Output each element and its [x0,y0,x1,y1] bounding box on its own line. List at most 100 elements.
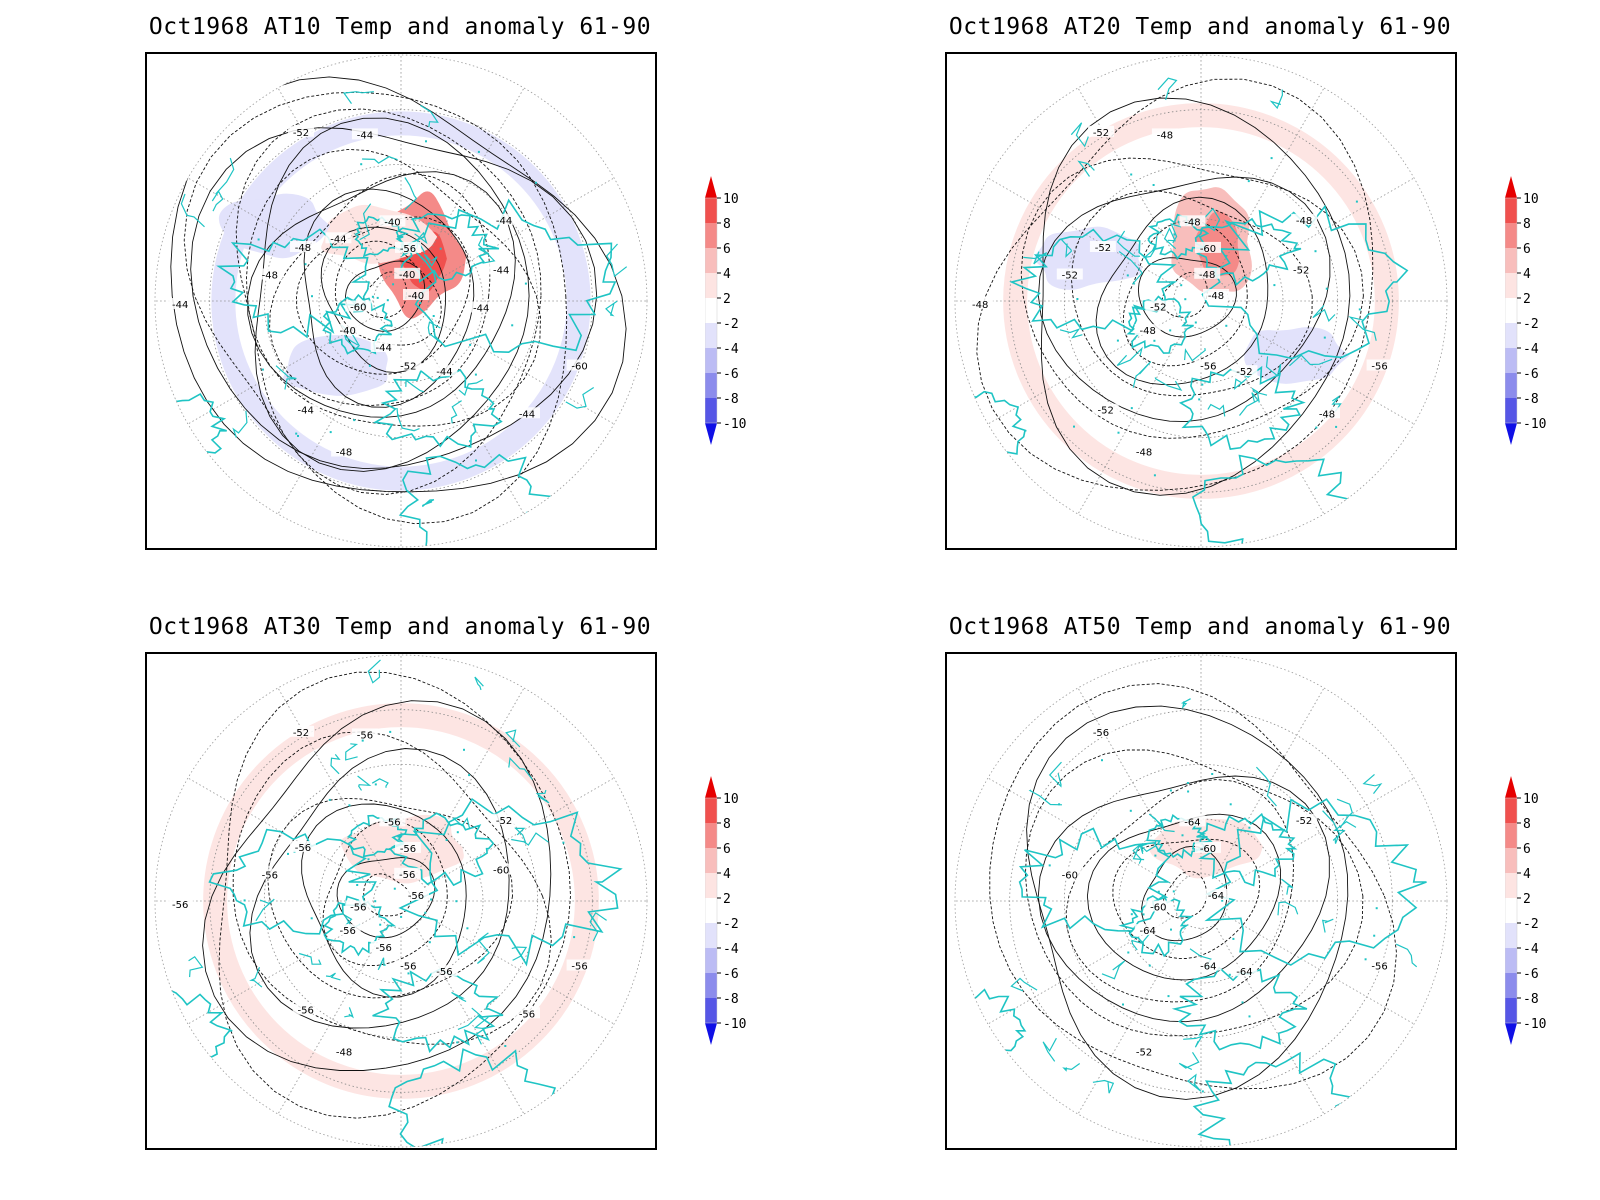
island [468,774,471,777]
border-line [1180,698,1191,710]
island [1154,854,1157,857]
island [562,841,565,844]
contour-label-bg [1231,965,1258,977]
border-line [1142,235,1158,259]
island [1180,284,1183,287]
island [1335,425,1338,428]
contour-label: -52 [1098,406,1114,417]
contour-label-bg [1195,241,1221,253]
colorbar-swatch [1505,873,1517,898]
border-line [1336,798,1353,829]
island [1186,782,1189,784]
colorbar-swatch [705,923,717,948]
contour-line [301,803,467,998]
polar-map: -40 -40 -40 -44 -48 -44 -48 -52 -60 -60 -56 -52 -48 -… [145,52,657,550]
border-line [1281,878,1294,895]
colorbar-label: 8 [1523,217,1531,232]
contour-label-bg [1195,959,1222,971]
contour-label-bg [488,863,515,875]
island [428,941,431,944]
temperature-contours [202,671,571,1119]
contour-label-bg [1089,241,1116,252]
border-line [1132,361,1152,388]
contour-label-bg [1203,889,1229,900]
border-line [359,203,372,241]
contour-label-bg [1088,125,1114,137]
border-line [1116,230,1141,257]
contour-label-bg [334,924,361,936]
contour-label: -56 [376,943,392,954]
contour-label-bg [514,1007,540,1019]
contour-label-bg [1231,365,1258,377]
border-line [1023,251,1048,265]
anomaly-band [203,703,599,1099]
contour-label: -52 [293,128,309,139]
meridian [1224,914,1415,1025]
colorbar-label: 10 [1523,192,1539,207]
island [407,972,410,975]
border-line [1148,813,1175,833]
border-line [457,1007,484,1030]
colorbar-label: -8 [723,392,739,407]
coastline [1191,454,1364,547]
anomaly-negative [1034,226,1142,290]
colorbar-swatch [705,248,717,273]
latitude-circle [318,818,484,984]
map-limb [954,54,1448,548]
contour-label-bg [1151,128,1178,140]
border-line [1395,943,1418,968]
contour-label-bg [345,300,372,312]
meridian [1077,324,1188,515]
border-line [1289,354,1333,367]
island [1153,474,1156,477]
contour-label: -60 [493,866,509,877]
island [257,238,260,241]
meridian [1077,87,1188,278]
border-line [1255,766,1277,807]
contour-label: -44 [436,367,452,378]
island [1130,913,1133,916]
contour-label: -56 [172,900,188,911]
contour-label: -52 [1062,271,1078,282]
contour-label-bg [1194,267,1221,279]
panel-title: Oct1968 AT10 Temp and anomaly 61-90 [148,14,652,40]
meridian [277,324,388,515]
contour-label: -48 [295,243,311,254]
meridian [414,87,525,278]
contour-line [1065,779,1294,1003]
anomaly-colorbar: 10 8 6 4 2 -2 -4 -6 -8 -10 [1504,776,1585,1066]
island [367,858,370,861]
contour-label: -48 [1208,291,1224,302]
colorbar-swatch [705,848,717,873]
contour-label: -52 [1296,816,1312,827]
contour-line [362,271,407,318]
border-line [1059,328,1083,339]
colorbar-label: -10 [1523,1017,1546,1032]
contour-label: -52 [1150,303,1166,314]
border-line [188,955,204,978]
colorbar-label: -4 [1523,342,1539,357]
border-line [1184,347,1206,362]
colorbar-label: -2 [1523,917,1539,932]
colorbar-swatch [705,198,717,223]
contour-label-bg [491,213,518,225]
island [1152,184,1155,186]
border-line [1312,304,1336,322]
contour-label: -44 [376,343,392,354]
colorbar-swatch [1505,248,1517,273]
contour-label-bg [331,1045,358,1057]
contour-line [218,671,571,1119]
island [1169,329,1172,332]
colorbar-label: 4 [723,867,731,882]
island [1224,254,1227,257]
island [1228,973,1231,976]
border-line [452,816,471,829]
contour-label-bg [288,125,314,137]
map-panel-at20: Oct1968 AT20 Temp and anomaly 61-90 -48-… [800,0,1600,600]
island [1126,274,1129,277]
latitude-circle [1118,818,1284,984]
contour-label-bg [379,815,406,827]
polar-map-svg: -64 -64 -64 -64 -60 -52 -52 -56 -56 -60 -60 -64 [954,654,1448,1148]
map-disk [955,655,1447,1147]
island [1201,383,1204,386]
